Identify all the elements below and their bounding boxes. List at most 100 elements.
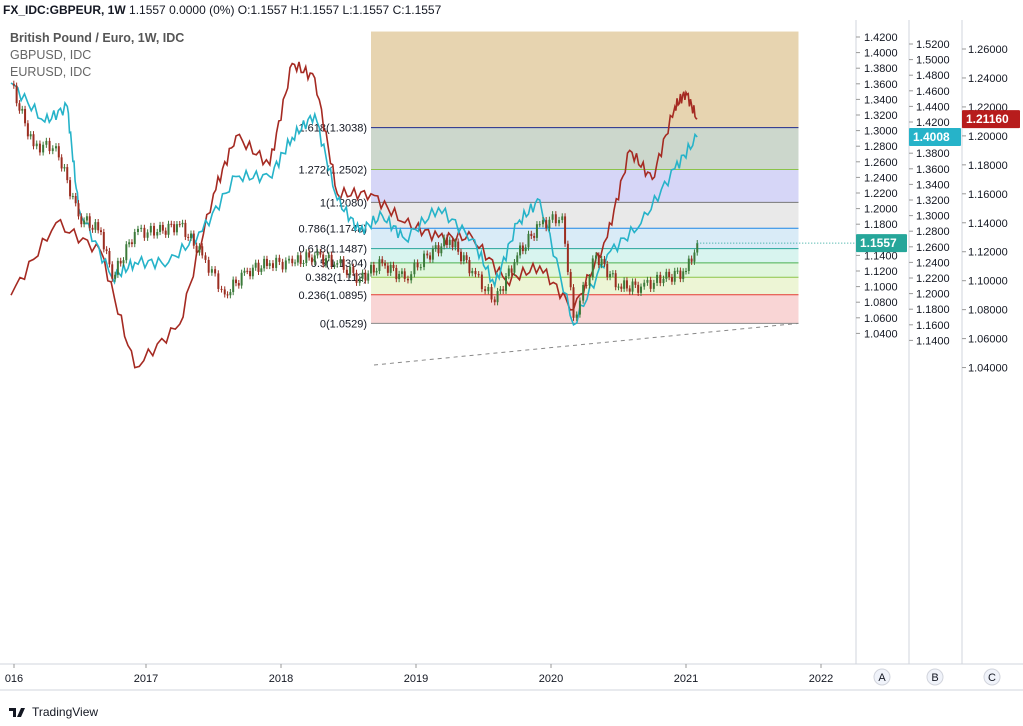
- axis-c-tick-label: 1.18000: [968, 160, 1008, 172]
- axis-c-button-label: C: [988, 672, 996, 684]
- candle-body: [214, 269, 217, 274]
- candle-body: [496, 291, 499, 303]
- candle-body: [516, 255, 519, 263]
- candle-body: [443, 237, 446, 247]
- eurusd-series-line[interactable]: [10, 61, 698, 369]
- candle-body: [119, 260, 122, 264]
- candle-body: [551, 214, 554, 220]
- candle-body: [659, 274, 662, 284]
- candle-body: [381, 259, 384, 264]
- candle-body: [122, 260, 125, 264]
- candle-body: [609, 274, 612, 278]
- candle-body: [637, 284, 640, 293]
- candle-body: [693, 252, 696, 262]
- fib-level-label: 0.5(1.1304): [311, 258, 367, 270]
- candle-body: [690, 258, 693, 262]
- axis-b-tick-label: 1.3400: [916, 179, 950, 191]
- axis-b-tick-label: 1.1600: [916, 320, 950, 332]
- candle-body: [519, 245, 522, 256]
- axis-a-button[interactable]: [873, 668, 891, 686]
- candle-body: [125, 244, 128, 261]
- candle-body: [51, 148, 54, 152]
- candle-body: [63, 167, 66, 169]
- candle-body: [327, 254, 330, 259]
- last-price-badge-b: 1.4008: [913, 130, 950, 144]
- candle-body: [178, 224, 181, 226]
- candle-body: [561, 216, 564, 221]
- candle-body: [679, 270, 682, 280]
- x-axis-tick-label: 2019: [404, 673, 428, 685]
- candle-body: [611, 273, 614, 275]
- legend-eurusd-series[interactable]: EURUSD, IDC: [10, 65, 92, 79]
- fib-trend-line[interactable]: [373, 322, 799, 366]
- candle-body: [595, 255, 597, 259]
- candle-body: [352, 266, 355, 273]
- axis-a-button-label: A: [878, 672, 886, 684]
- candle-body: [60, 157, 63, 169]
- fib-zone: [371, 294, 799, 324]
- candle-body: [471, 271, 474, 274]
- legend-main-series[interactable]: British Pound / Euro, 1W, IDC: [10, 31, 185, 45]
- legend-gbpusd-series[interactable]: GBPUSD, IDC: [10, 48, 92, 62]
- candle-body: [195, 245, 198, 253]
- candle-body: [21, 108, 24, 111]
- candle-body: [548, 219, 551, 229]
- axis-c-tick-label: 1.14000: [968, 218, 1008, 230]
- x-axis-tick-label: 2017: [134, 673, 158, 685]
- candle-body: [217, 273, 220, 289]
- candle-body: [538, 224, 541, 226]
- fib-zone: [371, 31, 799, 128]
- gbpusd-series-line[interactable]: [10, 82, 698, 326]
- candle-body: [400, 271, 403, 274]
- axis-c-button[interactable]: [983, 668, 1001, 686]
- candle-body: [342, 259, 345, 270]
- candle-body: [265, 258, 268, 266]
- axis-c-tick-label: 1.10000: [968, 276, 1008, 288]
- candle-body: [349, 266, 352, 275]
- axis-a-tick-label: 1.2400: [864, 172, 898, 184]
- candle-body: [656, 274, 659, 283]
- candle-body: [15, 85, 18, 104]
- candle-body: [614, 273, 617, 288]
- candle-body: [291, 258, 294, 264]
- candle-body: [80, 216, 83, 225]
- candle-body: [66, 167, 69, 181]
- fib-level-label: 1(1.2080): [320, 197, 367, 209]
- candle-body: [646, 279, 649, 283]
- candle-body: [114, 274, 117, 279]
- candle-body: [499, 289, 502, 292]
- candle-body: [204, 255, 207, 260]
- x-axis-tick-label: 2022: [809, 673, 833, 685]
- candle-body: [524, 247, 527, 252]
- fib-zone: [371, 202, 799, 229]
- candle-body: [319, 252, 322, 255]
- axis-b-button[interactable]: [926, 668, 944, 686]
- axis-b-tick-label: 1.2600: [916, 242, 950, 254]
- candle-body: [652, 282, 655, 289]
- last-price-badge-b-bg: [909, 127, 961, 146]
- candle-body: [510, 268, 513, 273]
- axis-a-tick-label: 1.0600: [864, 313, 898, 325]
- axis-b-tick-label: 1.4600: [916, 86, 950, 98]
- x-axis-tick-label: 016: [5, 673, 23, 685]
- axis-b-tick-label: 1.3000: [916, 211, 950, 223]
- candle-body: [235, 279, 237, 284]
- candle-body: [85, 216, 88, 221]
- candle-body: [505, 276, 507, 291]
- candle-body: [156, 232, 159, 236]
- candle-body: [45, 140, 48, 145]
- candle-body: [42, 144, 45, 153]
- axis-c-tick-label: 1.24000: [968, 73, 1008, 85]
- candle-body: [223, 289, 226, 295]
- candle-body: [460, 251, 462, 262]
- candle-body: [339, 259, 342, 264]
- last-price-badge-c-bg: [962, 110, 1020, 129]
- candle-body: [97, 222, 100, 231]
- candle-body: [403, 271, 406, 279]
- candle-body: [558, 220, 561, 224]
- axis-c-tick-label: 1.20000: [968, 131, 1008, 143]
- candle-body: [325, 258, 327, 265]
- candle-body: [83, 220, 86, 225]
- candle-body: [336, 263, 339, 265]
